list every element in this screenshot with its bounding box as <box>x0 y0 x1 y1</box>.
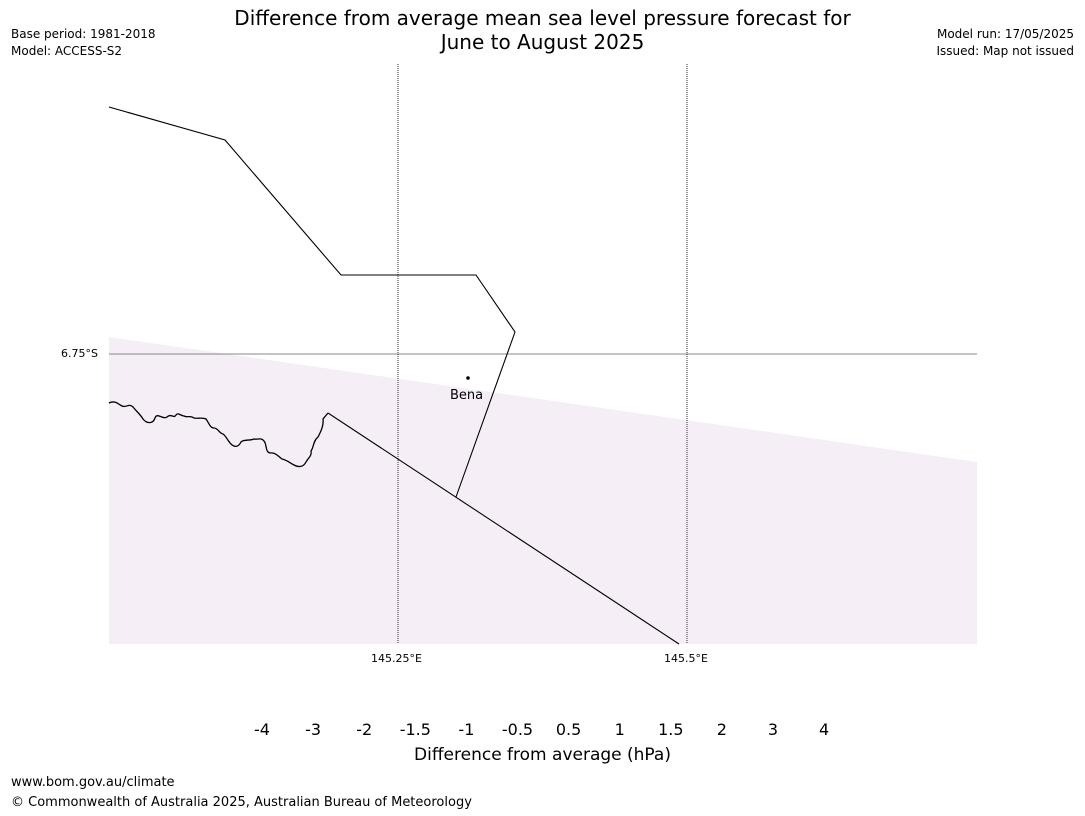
base-period-text: Base period: 1981-2018 <box>11 27 156 41</box>
colorbar-tick-label: -0.5 <box>501 720 534 739</box>
boundary-line-north <box>108 106 516 498</box>
title-line-2: June to August 2025 <box>440 30 645 54</box>
colorbar-tick-label: 0.5 <box>555 720 582 739</box>
colorbar-tick-label: -1 <box>458 720 475 739</box>
colorbar-tick-label: 4 <box>819 720 830 739</box>
boundary-line-south <box>327 412 680 645</box>
footer-url[interactable]: www.bom.gov.au/climate <box>11 775 175 790</box>
footer-copyright: © Commonwealth of Australia 2025, Austra… <box>11 795 472 810</box>
title-line-1: Difference from average mean sea level p… <box>234 6 851 30</box>
longitude-label-1: 145.25°E <box>371 652 422 665</box>
model-text: Model: ACCESS-S2 <box>11 44 123 58</box>
colorbar-tick-label: 1.5 <box>658 720 684 739</box>
bena-marker <box>466 376 470 380</box>
model-run-text: Model run: 17/05/2025 <box>936 27 1074 41</box>
colorbar-tick-label: -2 <box>356 720 373 739</box>
latitude-label: 6.75°S <box>61 347 98 360</box>
colorbar-tick-label: 1 <box>614 720 625 739</box>
colorbar-tick-label: 2 <box>716 720 727 739</box>
place-label-bena: Bena <box>450 388 484 403</box>
colorbar-tick-label: -4 <box>254 720 270 739</box>
map-canvas <box>108 64 977 645</box>
colorbar-tick-label: -1.5 <box>399 720 431 739</box>
map-title: Difference from average mean sea level p… <box>0 6 1085 54</box>
colorbar-label: Difference from average (hPa) <box>414 745 671 765</box>
longitude-label-2: 145.5°E <box>664 652 708 665</box>
river-line <box>108 401 329 468</box>
colorbar-tick-label: 3 <box>767 720 779 739</box>
anomaly-shade-region <box>109 337 977 644</box>
issued-text: Issued: Map not issued <box>936 44 1074 58</box>
colorbar-tick-label: -3 <box>305 720 322 739</box>
